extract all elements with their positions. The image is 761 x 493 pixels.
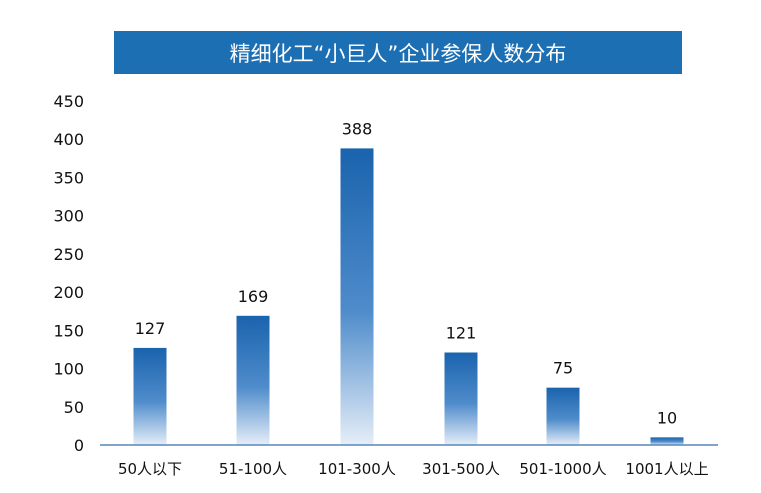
bar <box>650 437 684 445</box>
y-axis-ticks: 0 50 100 150 200 250 300 350 400 450 <box>53 92 84 455</box>
x-tick-label: 101-300人 <box>318 460 396 478</box>
y-tick-label: 0 <box>74 436 84 455</box>
data-label: 169 <box>238 287 269 306</box>
bar <box>133 347 167 445</box>
x-tick-label: 1001人以上 <box>625 460 708 478</box>
y-tick-label: 150 <box>53 321 84 340</box>
data-labels: 127 169 388 121 75 10 <box>135 119 677 427</box>
y-tick-label: 400 <box>53 130 84 149</box>
data-label: 388 <box>342 119 373 138</box>
x-axis-tick-labels: 50人以下 51-100人 101-300人 301-500人 501-1000人 100… <box>118 460 709 478</box>
x-tick-label: 301-500人 <box>422 460 500 478</box>
y-tick-label: 100 <box>53 360 84 379</box>
data-label: 127 <box>135 319 166 338</box>
y-tick-label: 350 <box>53 168 84 187</box>
bar <box>340 148 374 445</box>
bars <box>133 148 684 445</box>
y-tick-label: 450 <box>53 92 84 111</box>
y-tick-label: 300 <box>53 207 84 226</box>
y-tick-label: 50 <box>64 398 84 417</box>
bar <box>444 352 478 445</box>
x-tick-label: 51-100人 <box>219 460 287 478</box>
y-tick-label: 250 <box>53 245 84 264</box>
data-label: 121 <box>446 324 477 343</box>
data-label: 10 <box>657 408 677 427</box>
bar <box>236 315 270 445</box>
chart-title: 精细化工“小巨人”企业参保人数分布 <box>114 31 682 74</box>
x-tick-label: 501-1000人 <box>519 460 606 478</box>
bar <box>546 387 580 445</box>
x-tick-label: 50人以下 <box>118 460 182 478</box>
y-tick-label: 200 <box>53 283 84 302</box>
data-label: 75 <box>553 359 573 378</box>
